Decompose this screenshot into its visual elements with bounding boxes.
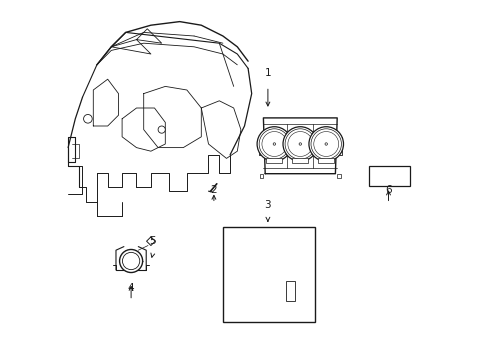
Bar <box>223 227 314 322</box>
Circle shape <box>259 129 289 159</box>
Circle shape <box>120 249 142 273</box>
Text: 2: 2 <box>210 185 217 195</box>
Text: 4: 4 <box>127 283 134 293</box>
Circle shape <box>285 129 315 159</box>
Bar <box>368 166 409 186</box>
Circle shape <box>122 252 140 270</box>
Circle shape <box>158 126 165 133</box>
Circle shape <box>257 127 291 161</box>
Circle shape <box>325 143 327 145</box>
Circle shape <box>313 131 338 157</box>
Text: 5: 5 <box>149 236 156 246</box>
Text: 6: 6 <box>385 185 391 195</box>
Circle shape <box>310 129 341 159</box>
Circle shape <box>273 143 275 145</box>
Bar <box>318 158 333 163</box>
Bar <box>292 158 307 163</box>
Circle shape <box>262 131 286 157</box>
Circle shape <box>83 114 92 123</box>
Text: 1: 1 <box>264 68 271 78</box>
Bar <box>266 158 282 163</box>
Text: 3: 3 <box>264 200 271 210</box>
Bar <box>286 281 295 301</box>
Circle shape <box>283 127 317 161</box>
Circle shape <box>308 127 343 161</box>
Circle shape <box>287 131 312 157</box>
Circle shape <box>299 143 301 145</box>
Bar <box>337 174 340 178</box>
Bar <box>259 174 263 178</box>
